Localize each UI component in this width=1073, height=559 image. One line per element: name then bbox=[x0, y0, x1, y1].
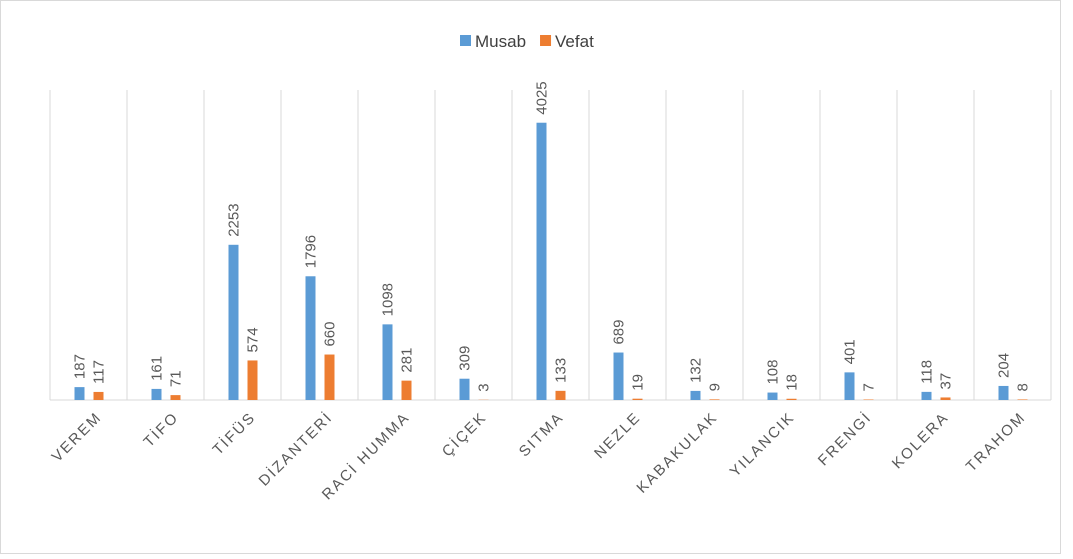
data-label: 3 bbox=[476, 383, 493, 391]
data-label: 204 bbox=[996, 353, 1013, 378]
legend-label: Vefat bbox=[555, 32, 594, 51]
bar bbox=[228, 244, 239, 400]
data-label: 1098 bbox=[380, 283, 397, 316]
bar bbox=[709, 399, 720, 400]
bar bbox=[170, 395, 181, 400]
bar bbox=[632, 398, 643, 400]
data-label: 689 bbox=[611, 320, 628, 345]
data-label: 309 bbox=[457, 346, 474, 371]
bar bbox=[74, 387, 85, 400]
bar bbox=[613, 352, 624, 400]
data-label: 574 bbox=[245, 327, 262, 352]
data-label: 71 bbox=[168, 370, 185, 387]
bar bbox=[401, 380, 412, 400]
bar bbox=[324, 354, 335, 400]
data-label: 19 bbox=[630, 374, 647, 391]
bar bbox=[998, 385, 1009, 400]
data-label: 37 bbox=[938, 373, 955, 390]
bar bbox=[1017, 399, 1028, 400]
chart-border bbox=[0, 0, 1061, 554]
bar bbox=[93, 391, 104, 400]
data-label: 133 bbox=[553, 358, 570, 383]
data-label: 18 bbox=[784, 374, 801, 391]
data-label: 187 bbox=[72, 354, 89, 379]
bar bbox=[382, 324, 393, 400]
bar bbox=[555, 390, 566, 400]
data-label: 132 bbox=[688, 358, 705, 383]
data-label: 9 bbox=[707, 383, 724, 391]
bar bbox=[305, 276, 316, 400]
data-label: 161 bbox=[149, 356, 166, 381]
bar bbox=[786, 398, 797, 400]
data-label: 401 bbox=[842, 339, 859, 364]
bar bbox=[844, 372, 855, 400]
legend-swatch bbox=[460, 35, 471, 46]
bar bbox=[690, 390, 701, 400]
bar bbox=[459, 378, 470, 400]
bar bbox=[536, 122, 547, 400]
data-label: 2253 bbox=[226, 203, 243, 236]
legend-swatch bbox=[540, 35, 552, 46]
data-label: 281 bbox=[399, 348, 416, 373]
data-label: 1796 bbox=[303, 235, 320, 268]
data-label: 118 bbox=[919, 360, 936, 384]
bar bbox=[921, 391, 932, 400]
bar bbox=[247, 360, 258, 400]
bar bbox=[151, 388, 162, 400]
data-label: 117 bbox=[91, 360, 108, 384]
data-label: 108 bbox=[765, 360, 782, 385]
legend-label: Musab bbox=[475, 32, 526, 51]
data-label: 660 bbox=[322, 322, 339, 347]
data-label: 8 bbox=[1015, 383, 1032, 391]
bar bbox=[767, 392, 778, 400]
data-label: 7 bbox=[861, 383, 878, 391]
bar bbox=[940, 397, 951, 400]
data-label: 4025 bbox=[534, 81, 551, 114]
